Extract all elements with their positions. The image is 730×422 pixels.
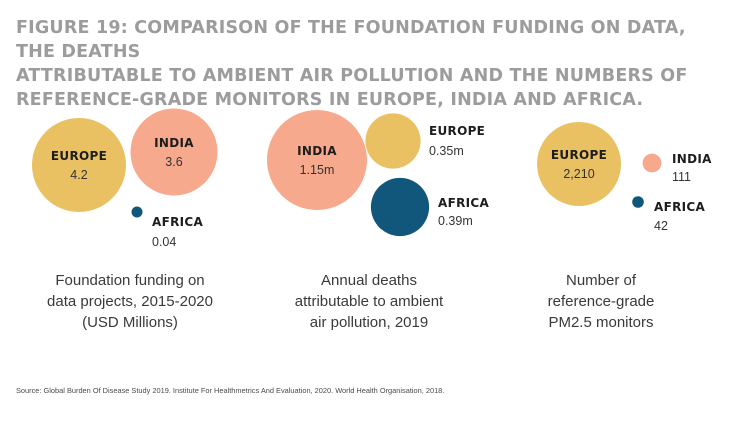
monitors-caption-line: PM2.5 monitors <box>548 314 654 331</box>
monitors-value-india: 111 <box>672 170 691 184</box>
monitors-bubble-chart: EUROPE 2,210 INDIA 111 AFRICA 42 <box>537 122 712 233</box>
figure-title: FIGURE 19: COMPARISON OF THE FOUNDATION … <box>16 16 716 112</box>
deaths-caption-line: air pollution, 2019 <box>309 314 429 331</box>
monitors-caption-line: reference-grade <box>547 293 655 310</box>
funding-bubble-africa <box>131 206 143 218</box>
deaths-label-africa: AFRICA <box>438 196 489 210</box>
funding-caption-line: data projects, 2015-2020 <box>47 293 213 310</box>
source-note: Source: Global Burden Of Disease Study 2… <box>16 386 445 395</box>
monitors-caption-line: Number of <box>565 272 637 289</box>
funding-label-europe: EUROPE <box>51 149 107 163</box>
deaths-value-india: 1.15m <box>300 163 335 177</box>
funding-label-india: INDIA <box>154 136 194 150</box>
funding-bubble-chart: EUROPE 4.2 INDIA 3.6 AFRICA 0.04 <box>32 108 218 249</box>
funding-value-europe: 4.2 <box>70 168 87 182</box>
deaths-value-africa: 0.39m <box>438 214 473 228</box>
deaths-value-europe: 0.35m <box>429 144 464 158</box>
funding-caption-line: (USD Millions) <box>82 314 178 331</box>
deaths-label-europe: EUROPE <box>429 124 485 138</box>
funding-caption: Foundation funding on data projects, 201… <box>20 270 240 333</box>
figure-title-line: ATTRIBUTABLE TO AMBIENT AIR POLLUTION AN… <box>16 66 688 86</box>
monitors-value-europe: 2,210 <box>563 167 594 181</box>
deaths-caption: Annual deaths attributable to ambient ai… <box>259 270 479 333</box>
deaths-bubble-europe <box>365 113 421 169</box>
figure-title-line: FIGURE 19: COMPARISON OF THE FOUNDATION … <box>16 18 686 62</box>
deaths-caption-line: Annual deaths <box>321 272 417 289</box>
deaths-bubble-india <box>267 110 367 210</box>
monitors-bubble-india <box>642 153 662 173</box>
funding-value-africa: 0.04 <box>152 235 176 249</box>
monitors-bubble-africa <box>632 196 644 208</box>
deaths-bubble-africa <box>370 177 430 237</box>
deaths-bubble-chart: INDIA 1.15m EUROPE 0.35m AFRICA 0.39m <box>267 110 489 237</box>
funding-value-india: 3.6 <box>165 155 182 169</box>
monitors-label-europe: EUROPE <box>551 148 607 162</box>
deaths-label-india: INDIA <box>297 144 337 158</box>
funding-bubble-india <box>130 108 218 196</box>
monitors-bubble-europe <box>537 122 621 206</box>
monitors-label-africa: AFRICA <box>654 200 705 214</box>
funding-caption-line: Foundation funding on <box>55 272 205 289</box>
funding-label-africa: AFRICA <box>152 215 203 229</box>
funding-bubble-europe <box>32 118 126 212</box>
monitors-label-india: INDIA <box>672 152 712 166</box>
monitors-caption: Number of reference-grade PM2.5 monitors <box>491 270 711 333</box>
deaths-caption-line: attributable to ambient <box>294 293 444 310</box>
figure-title-line: REFERENCE-GRADE MONITORS IN EUROPE, INDI… <box>16 90 644 110</box>
monitors-value-africa: 42 <box>654 219 668 233</box>
